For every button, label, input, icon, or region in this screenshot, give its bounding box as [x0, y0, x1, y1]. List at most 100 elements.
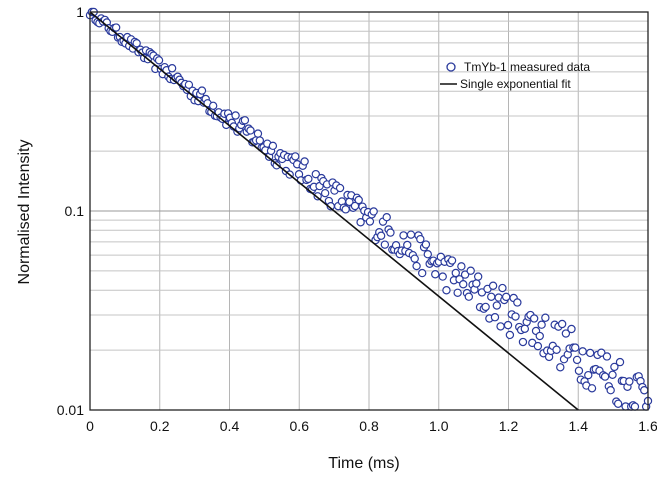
data-point — [459, 280, 468, 289]
legend-label-exponential-fit: Single exponential fit — [460, 77, 571, 91]
data-point — [606, 386, 615, 395]
data-point — [457, 262, 466, 271]
x-tick-label: 0.4 — [220, 418, 240, 434]
data-point — [481, 302, 490, 312]
data-point — [571, 343, 580, 352]
data-point — [610, 362, 619, 372]
data-point — [503, 320, 513, 330]
data-point — [240, 116, 250, 125]
data-point — [460, 270, 470, 279]
data-point — [380, 240, 390, 249]
data-point — [184, 80, 194, 89]
data-point — [501, 292, 511, 302]
data-point — [421, 240, 431, 249]
data-point — [584, 370, 593, 380]
data-point — [567, 324, 576, 334]
data-point — [490, 313, 500, 322]
fit-line — [89, 11, 579, 411]
legend-label-measured-data: TmYb-1 measured data — [464, 60, 590, 74]
data-point — [447, 256, 457, 265]
data-point — [442, 286, 451, 295]
x-tick-label: 0.2 — [150, 418, 170, 434]
data-point — [132, 39, 141, 48]
data-point — [376, 231, 386, 240]
data-point — [600, 372, 610, 381]
data-point — [505, 330, 515, 340]
data-point — [625, 377, 634, 386]
data-point — [537, 320, 546, 329]
data-point — [572, 355, 582, 365]
data-point — [541, 313, 550, 322]
data-point — [561, 329, 571, 338]
data-point — [253, 129, 263, 138]
data-point — [356, 218, 365, 227]
data-point — [585, 348, 595, 358]
data-point — [535, 331, 544, 341]
data-point — [341, 205, 350, 214]
data-point — [578, 347, 587, 356]
data-point — [255, 136, 265, 145]
data-point — [498, 283, 507, 293]
data-point — [431, 270, 440, 279]
data-point — [615, 357, 625, 367]
data-point — [630, 402, 640, 411]
data-point — [335, 183, 345, 193]
data-point — [417, 268, 427, 278]
data-point — [587, 384, 597, 393]
data-point — [320, 188, 330, 198]
data-point — [208, 101, 218, 111]
x-tick-label: 0.6 — [290, 418, 310, 434]
data-point — [464, 292, 474, 301]
plot-frame — [89, 11, 649, 411]
data-point — [423, 249, 432, 259]
data-point — [487, 292, 496, 301]
data-point — [369, 207, 378, 216]
data-point — [167, 64, 177, 73]
data-point — [304, 174, 313, 184]
x-tick-label: 1.4 — [569, 418, 589, 434]
x-axis-title: Time (ms) — [328, 455, 399, 472]
x-tick-label: 1.0 — [429, 418, 449, 434]
data-point — [511, 312, 520, 321]
data-point — [386, 228, 395, 237]
data-point — [399, 231, 408, 240]
x-tick-label: 1.6 — [638, 418, 657, 434]
data-point — [403, 240, 412, 250]
data-point — [231, 111, 240, 120]
data-point — [552, 345, 561, 354]
data-point — [608, 370, 617, 380]
data-point — [513, 298, 522, 307]
y-tick-label: 0.01 — [57, 402, 84, 418]
data-point — [466, 266, 475, 275]
x-tick-label: 1.2 — [499, 418, 519, 434]
data-point — [533, 341, 543, 351]
x-tick-label: 0 — [86, 418, 94, 434]
data-point — [496, 322, 505, 331]
data-point — [410, 254, 419, 263]
data-point — [574, 366, 584, 375]
data-point — [438, 272, 447, 281]
data-point — [556, 363, 565, 372]
data-point — [246, 126, 255, 135]
y-tick-label: 1 — [76, 4, 84, 20]
legend-marker-measured-data — [446, 62, 456, 72]
data-point — [492, 301, 502, 310]
data-point — [557, 319, 567, 329]
data-point — [473, 272, 483, 281]
data-point — [520, 324, 530, 333]
data-point — [597, 348, 606, 357]
data-point — [268, 141, 278, 151]
x-tick-label: 0.8 — [359, 418, 379, 434]
data-point — [529, 314, 539, 323]
y-tick-label: 0.1 — [65, 203, 85, 219]
legend: TmYb-1 measured data Single exponential … — [440, 60, 590, 91]
data-point — [453, 288, 462, 297]
data-point — [451, 268, 460, 278]
data-point — [197, 86, 207, 95]
data-point — [640, 386, 649, 395]
data-point — [412, 261, 421, 271]
data-point — [154, 56, 164, 65]
tick-labels: 0 0.2 0.4 0.6 0.8 1.0 1.2 1.4 1.6 0.01 0.1 1 — [57, 4, 657, 434]
data-point — [518, 337, 528, 347]
